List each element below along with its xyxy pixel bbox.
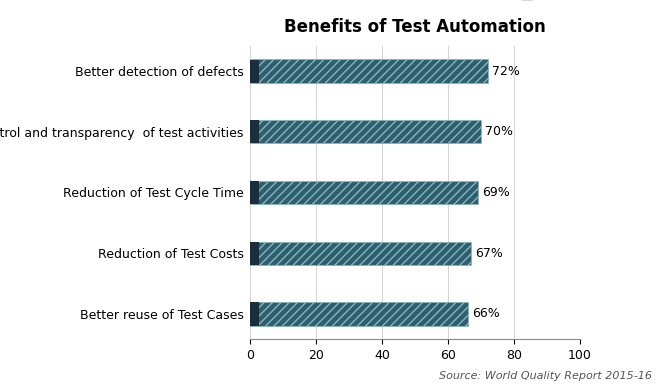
Text: 72%: 72% (492, 65, 519, 77)
Bar (250, 242, 471, 265)
Legend: 2015: 2015 (521, 0, 574, 1)
Text: 69%: 69% (482, 186, 509, 199)
Text: 66%: 66% (472, 308, 500, 320)
Bar (250, 60, 259, 82)
Bar (250, 242, 259, 265)
Text: Source: World Quality Report 2015-16: Source: World Quality Report 2015-16 (440, 371, 652, 381)
Bar (250, 120, 481, 143)
Bar (250, 181, 478, 204)
Bar (250, 303, 259, 325)
Bar (250, 120, 259, 143)
Title: Benefits of Test Automation: Benefits of Test Automation (284, 18, 546, 36)
Text: 70%: 70% (485, 125, 513, 138)
Bar (250, 60, 488, 82)
Bar (250, 181, 259, 204)
Text: 67%: 67% (475, 247, 503, 260)
Bar (250, 303, 468, 325)
